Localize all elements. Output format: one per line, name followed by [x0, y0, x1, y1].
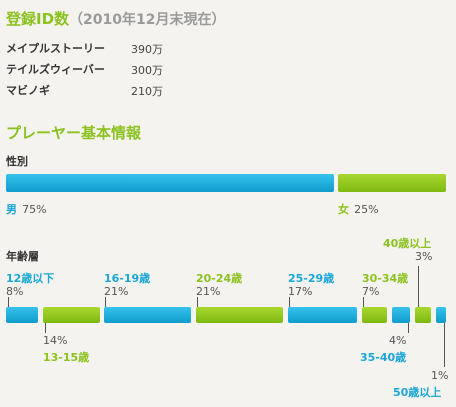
age-pct-13-15: 14%: [43, 334, 68, 347]
age-tick-50-over: [444, 323, 445, 367]
game-name-tales: テイルズウィーバー: [6, 63, 105, 76]
age-label-30-34: 30-34歳: [362, 272, 409, 285]
age-label-25-29: 25-29歳: [288, 272, 335, 285]
age-pct-50-over: 1%: [431, 369, 449, 382]
game-value-mabinogi: 210万: [131, 85, 163, 98]
age-pct-40-over: 3%: [415, 250, 433, 263]
age-bar-25-29: [288, 307, 357, 323]
gender-title: 性別: [6, 155, 28, 168]
age-tick-35-40: [408, 323, 409, 333]
game-value-maple: 390万: [131, 43, 163, 56]
age-bar-12-under: [6, 307, 38, 323]
age-bar-30-34: [362, 307, 387, 323]
age-bar-13-15: [43, 307, 100, 323]
registered-subtitle: （2010年12月末現在）: [69, 12, 226, 28]
age-bar-40-over: [415, 307, 431, 323]
gender-male-pct: 75%: [22, 203, 47, 216]
age-bar-35-40: [392, 307, 410, 323]
age-tick-16-19: [105, 297, 106, 307]
age-bar-20-24: [196, 307, 283, 323]
gender-male-label: 男: [6, 203, 17, 216]
age-pct-12-under: 8%: [6, 285, 24, 298]
age-title: 年齢層: [6, 250, 39, 263]
game-value-tales: 300万: [131, 64, 163, 77]
age-tick-25-29: [289, 297, 290, 307]
age-tick-30-34: [363, 297, 364, 307]
gender-male-legend: 男 75%: [6, 198, 47, 217]
registered-title-text: 登録ID数: [6, 10, 70, 28]
age-label-50-over: 50歳以上: [393, 386, 442, 399]
registered-title: 登録ID数（2010年12月末現在）: [6, 8, 226, 29]
age-label-16-19: 16-19歳: [104, 272, 151, 285]
age-tick-13-15: [45, 323, 46, 333]
age-pct-25-29: 17%: [288, 285, 313, 298]
age-label-35-40: 35-40歳: [360, 351, 407, 364]
game-name-mabinogi: マビノギ: [6, 84, 50, 97]
age-pct-20-24: 21%: [196, 285, 221, 298]
gender-female-pct: 25%: [354, 203, 379, 216]
age-tick-40-over: [418, 266, 419, 307]
age-tick-12-under: [8, 297, 9, 307]
gender-bar-male: [6, 174, 334, 192]
age-label-40-over: 40歳以上: [383, 237, 432, 250]
age-bar-50-over: [436, 307, 446, 323]
age-pct-16-19: 21%: [104, 285, 129, 298]
age-tick-20-24: [197, 297, 198, 307]
gender-female-label: 女: [338, 203, 349, 216]
gender-bar-female: [338, 174, 446, 192]
player-info-title: プレーヤー基本情報: [6, 124, 142, 142]
gender-female-legend: 女 25%: [338, 198, 379, 217]
age-label-13-15: 13-15歳: [43, 351, 90, 364]
age-pct-30-34: 7%: [362, 285, 380, 298]
game-name-maple: メイプルストーリー: [6, 42, 105, 55]
age-label-12-under: 12歳以下: [6, 272, 55, 285]
age-label-20-24: 20-24歳: [196, 272, 243, 285]
age-bar-16-19: [104, 307, 191, 323]
age-pct-35-40: 4%: [389, 334, 407, 347]
